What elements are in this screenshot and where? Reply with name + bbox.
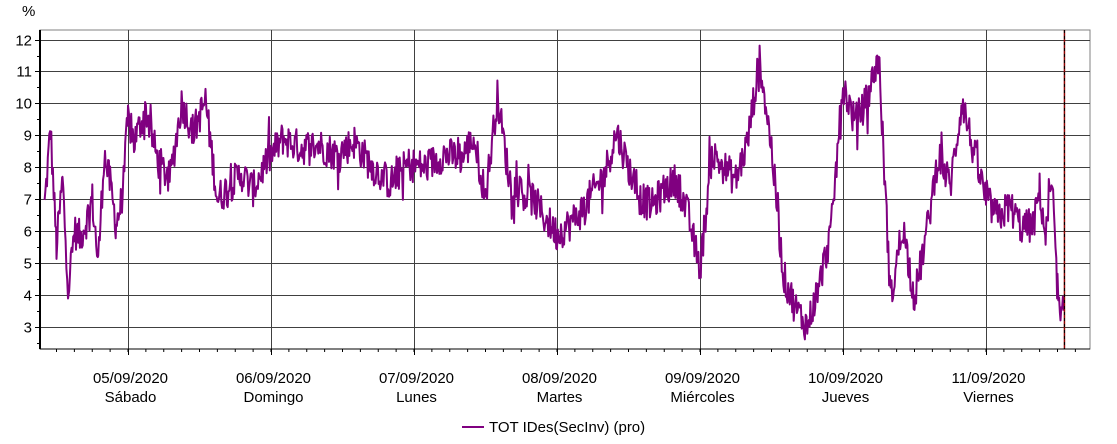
x-tick-label-date: 07/09/2020	[379, 370, 454, 387]
x-tick-label-day: Sábado	[105, 389, 157, 406]
x-tick-label-day: Lunes	[396, 389, 437, 406]
x-tick-label-date: 05/09/2020	[93, 370, 168, 387]
y-tick-label: 6	[24, 224, 32, 241]
x-tick-label-date: 08/09/2020	[522, 370, 597, 387]
x-tick-label-day: Domingo	[243, 389, 303, 406]
series-line	[43, 44, 1065, 341]
x-tick-label-day: Martes	[537, 389, 583, 406]
y-tick-label: 9	[24, 128, 32, 145]
x-tick-label-day: Miércoles	[670, 389, 734, 406]
x-tick-label-day: Viernes	[963, 389, 1014, 406]
legend: TOT IDes(SecInv) (pro)	[462, 419, 645, 436]
x-tick-label-date: 11/09/2020	[952, 370, 1026, 387]
y-tick-label: 3	[24, 320, 32, 337]
x-tick-label-date: 06/09/2020	[236, 370, 311, 387]
x-tick-label-date: 10/09/2020	[808, 370, 883, 387]
x-tick-label-date: 09/09/2020	[665, 370, 740, 387]
y-tick-label: 5	[24, 256, 32, 273]
y-tick-label: 11	[16, 64, 32, 81]
y-tick-label: 12	[15, 33, 32, 50]
y-tick-label: 7	[24, 192, 32, 209]
y-unit-label: %	[22, 3, 35, 20]
series-layer	[43, 30, 1066, 349]
legend-label: TOT IDes(SecInv) (pro)	[489, 419, 645, 436]
grid	[39, 29, 1091, 350]
y-tick-label: 8	[24, 160, 32, 177]
y-tick-label: 10	[15, 96, 32, 113]
x-tick-label-day: Jueves	[822, 389, 870, 406]
axes: 3 4 5 6 7 8 9 10 11 12 05/09/2020 Sábado 06/09/2020 D…	[15, 30, 1090, 406]
y-tick-label: 4	[24, 288, 32, 305]
